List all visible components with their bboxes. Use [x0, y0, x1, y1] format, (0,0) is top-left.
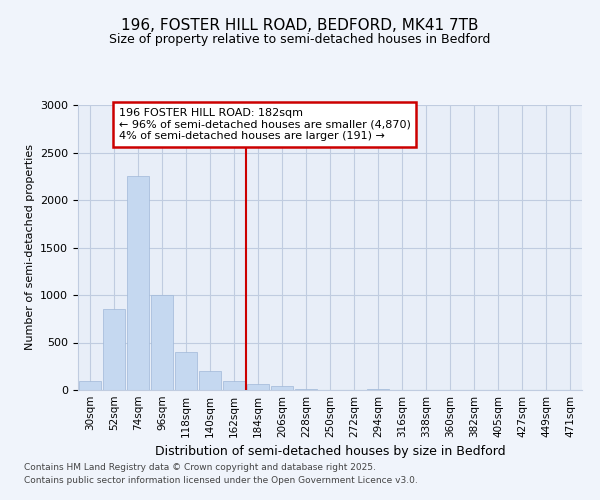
- Y-axis label: Number of semi-detached properties: Number of semi-detached properties: [25, 144, 35, 350]
- Bar: [103, 309, 125, 390]
- Bar: [175, 352, 197, 390]
- Text: Contains HM Land Registry data © Crown copyright and database right 2025.: Contains HM Land Registry data © Crown c…: [24, 464, 376, 472]
- Bar: [127, 176, 149, 390]
- Bar: [367, 389, 389, 390]
- Bar: [271, 386, 293, 390]
- Text: Size of property relative to semi-detached houses in Bedford: Size of property relative to semi-detach…: [109, 32, 491, 46]
- Text: 196 FOSTER HILL ROAD: 182sqm
← 96% of semi-detached houses are smaller (4,870)
4: 196 FOSTER HILL ROAD: 182sqm ← 96% of se…: [119, 108, 410, 141]
- Bar: [295, 389, 317, 390]
- Bar: [79, 380, 101, 390]
- Bar: [199, 371, 221, 390]
- Bar: [247, 384, 269, 390]
- Bar: [223, 380, 245, 390]
- Text: 196, FOSTER HILL ROAD, BEDFORD, MK41 7TB: 196, FOSTER HILL ROAD, BEDFORD, MK41 7TB: [121, 18, 479, 32]
- Bar: [151, 295, 173, 390]
- X-axis label: Distribution of semi-detached houses by size in Bedford: Distribution of semi-detached houses by …: [155, 446, 505, 458]
- Text: Contains public sector information licensed under the Open Government Licence v3: Contains public sector information licen…: [24, 476, 418, 485]
